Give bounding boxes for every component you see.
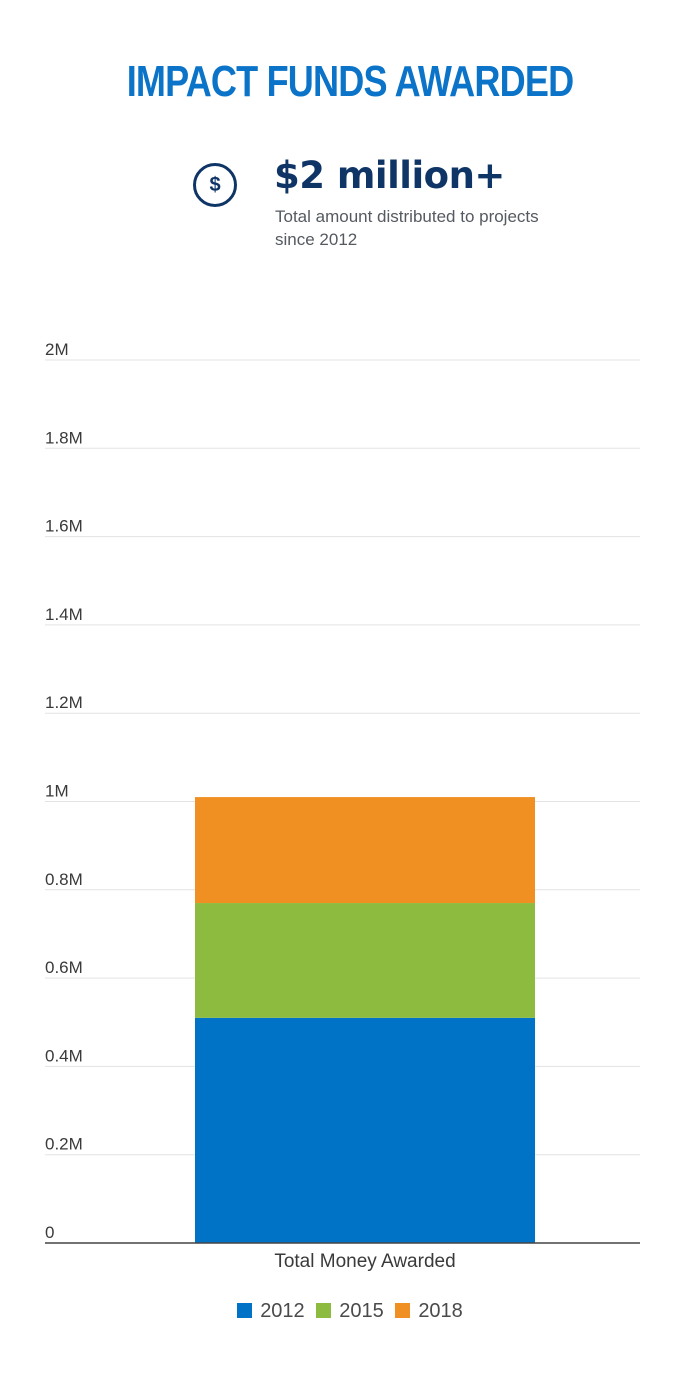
bar-segment-2015: [195, 903, 535, 1018]
legend-item-2018: 2018: [395, 1300, 463, 1323]
legend-label-2012: 2012: [260, 1300, 305, 1323]
y-tick-label: 0.2M: [45, 1135, 83, 1154]
legend-swatch-2012: [237, 1303, 253, 1319]
bar-segment-2018: [195, 797, 535, 904]
legend-item-2015: 2015: [316, 1300, 384, 1323]
x-category-label: Total Money Awarded: [274, 1251, 455, 1272]
dollar-circle-icon: $: [193, 163, 237, 207]
legend-label-2018: 2018: [418, 1300, 463, 1323]
legend-label-2015: 2015: [339, 1300, 384, 1323]
y-tick-label: 2M: [45, 340, 69, 359]
y-tick-label: 0.6M: [45, 958, 83, 977]
y-tick-label: 0: [45, 1223, 54, 1242]
y-tick-label: 0.4M: [45, 1046, 83, 1065]
y-tick-label: 1.8M: [45, 428, 83, 447]
stat-description: Total amount distributed to projects sin…: [275, 207, 539, 249]
legend-item-2012: 2012: [237, 1300, 305, 1323]
chart-legend: 2012 2015 2018: [0, 1300, 700, 1323]
y-tick-label: 0.8M: [45, 870, 83, 889]
y-tick-label: 1M: [45, 782, 69, 801]
legend-swatch-2015: [316, 1303, 332, 1319]
y-tick-label: 1.2M: [45, 693, 83, 712]
chart-title: IMPACT FUNDS AWARDED: [126, 57, 574, 106]
stat-value: $2 million+: [274, 154, 505, 197]
bar-segment-2012: [195, 1017, 535, 1243]
legend-swatch-2018: [395, 1303, 411, 1319]
y-tick-label: 1.4M: [45, 605, 83, 624]
y-tick-label: 1.6M: [45, 517, 83, 536]
